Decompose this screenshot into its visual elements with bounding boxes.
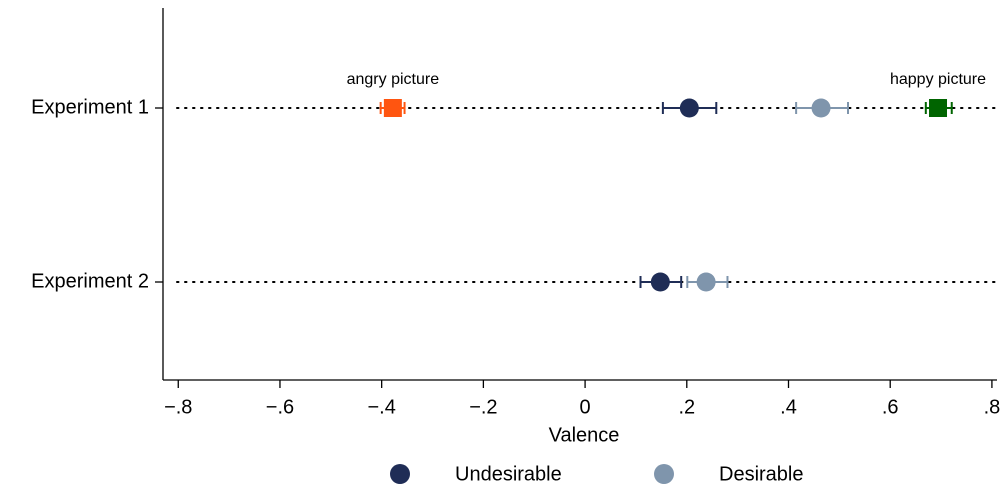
- x-axis-label: Valence: [549, 424, 620, 446]
- legend-marker: [654, 464, 674, 484]
- x-tick-label: −.2: [469, 396, 497, 418]
- circle-marker: [679, 98, 699, 118]
- legend-label: Desirable: [719, 463, 803, 485]
- legend-marker: [390, 464, 410, 484]
- x-tick-label: .4: [780, 396, 797, 418]
- circle-marker: [696, 272, 716, 292]
- x-tick-label: .2: [678, 396, 695, 418]
- legend-label: Undesirable: [455, 463, 562, 485]
- x-tick-label: −.4: [367, 396, 395, 418]
- x-tick-label: −.6: [266, 396, 294, 418]
- x-tick-label: .8: [984, 396, 1001, 418]
- x-tick-label: −.8: [164, 396, 192, 418]
- circle-marker: [650, 272, 670, 292]
- category-label: Experiment 2: [31, 270, 149, 292]
- x-tick-label: 0: [580, 396, 591, 418]
- circle-marker: [811, 98, 831, 118]
- x-tick-label: .6: [882, 396, 899, 418]
- category-label: Experiment 1: [31, 96, 149, 118]
- square-marker: [383, 99, 402, 117]
- square-marker: [929, 99, 948, 117]
- marker-annotation: happy picture: [890, 71, 986, 88]
- marker-annotation: angry picture: [347, 71, 440, 88]
